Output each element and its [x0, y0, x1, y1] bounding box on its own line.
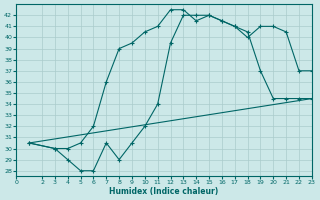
X-axis label: Humidex (Indice chaleur): Humidex (Indice chaleur)	[109, 187, 219, 196]
